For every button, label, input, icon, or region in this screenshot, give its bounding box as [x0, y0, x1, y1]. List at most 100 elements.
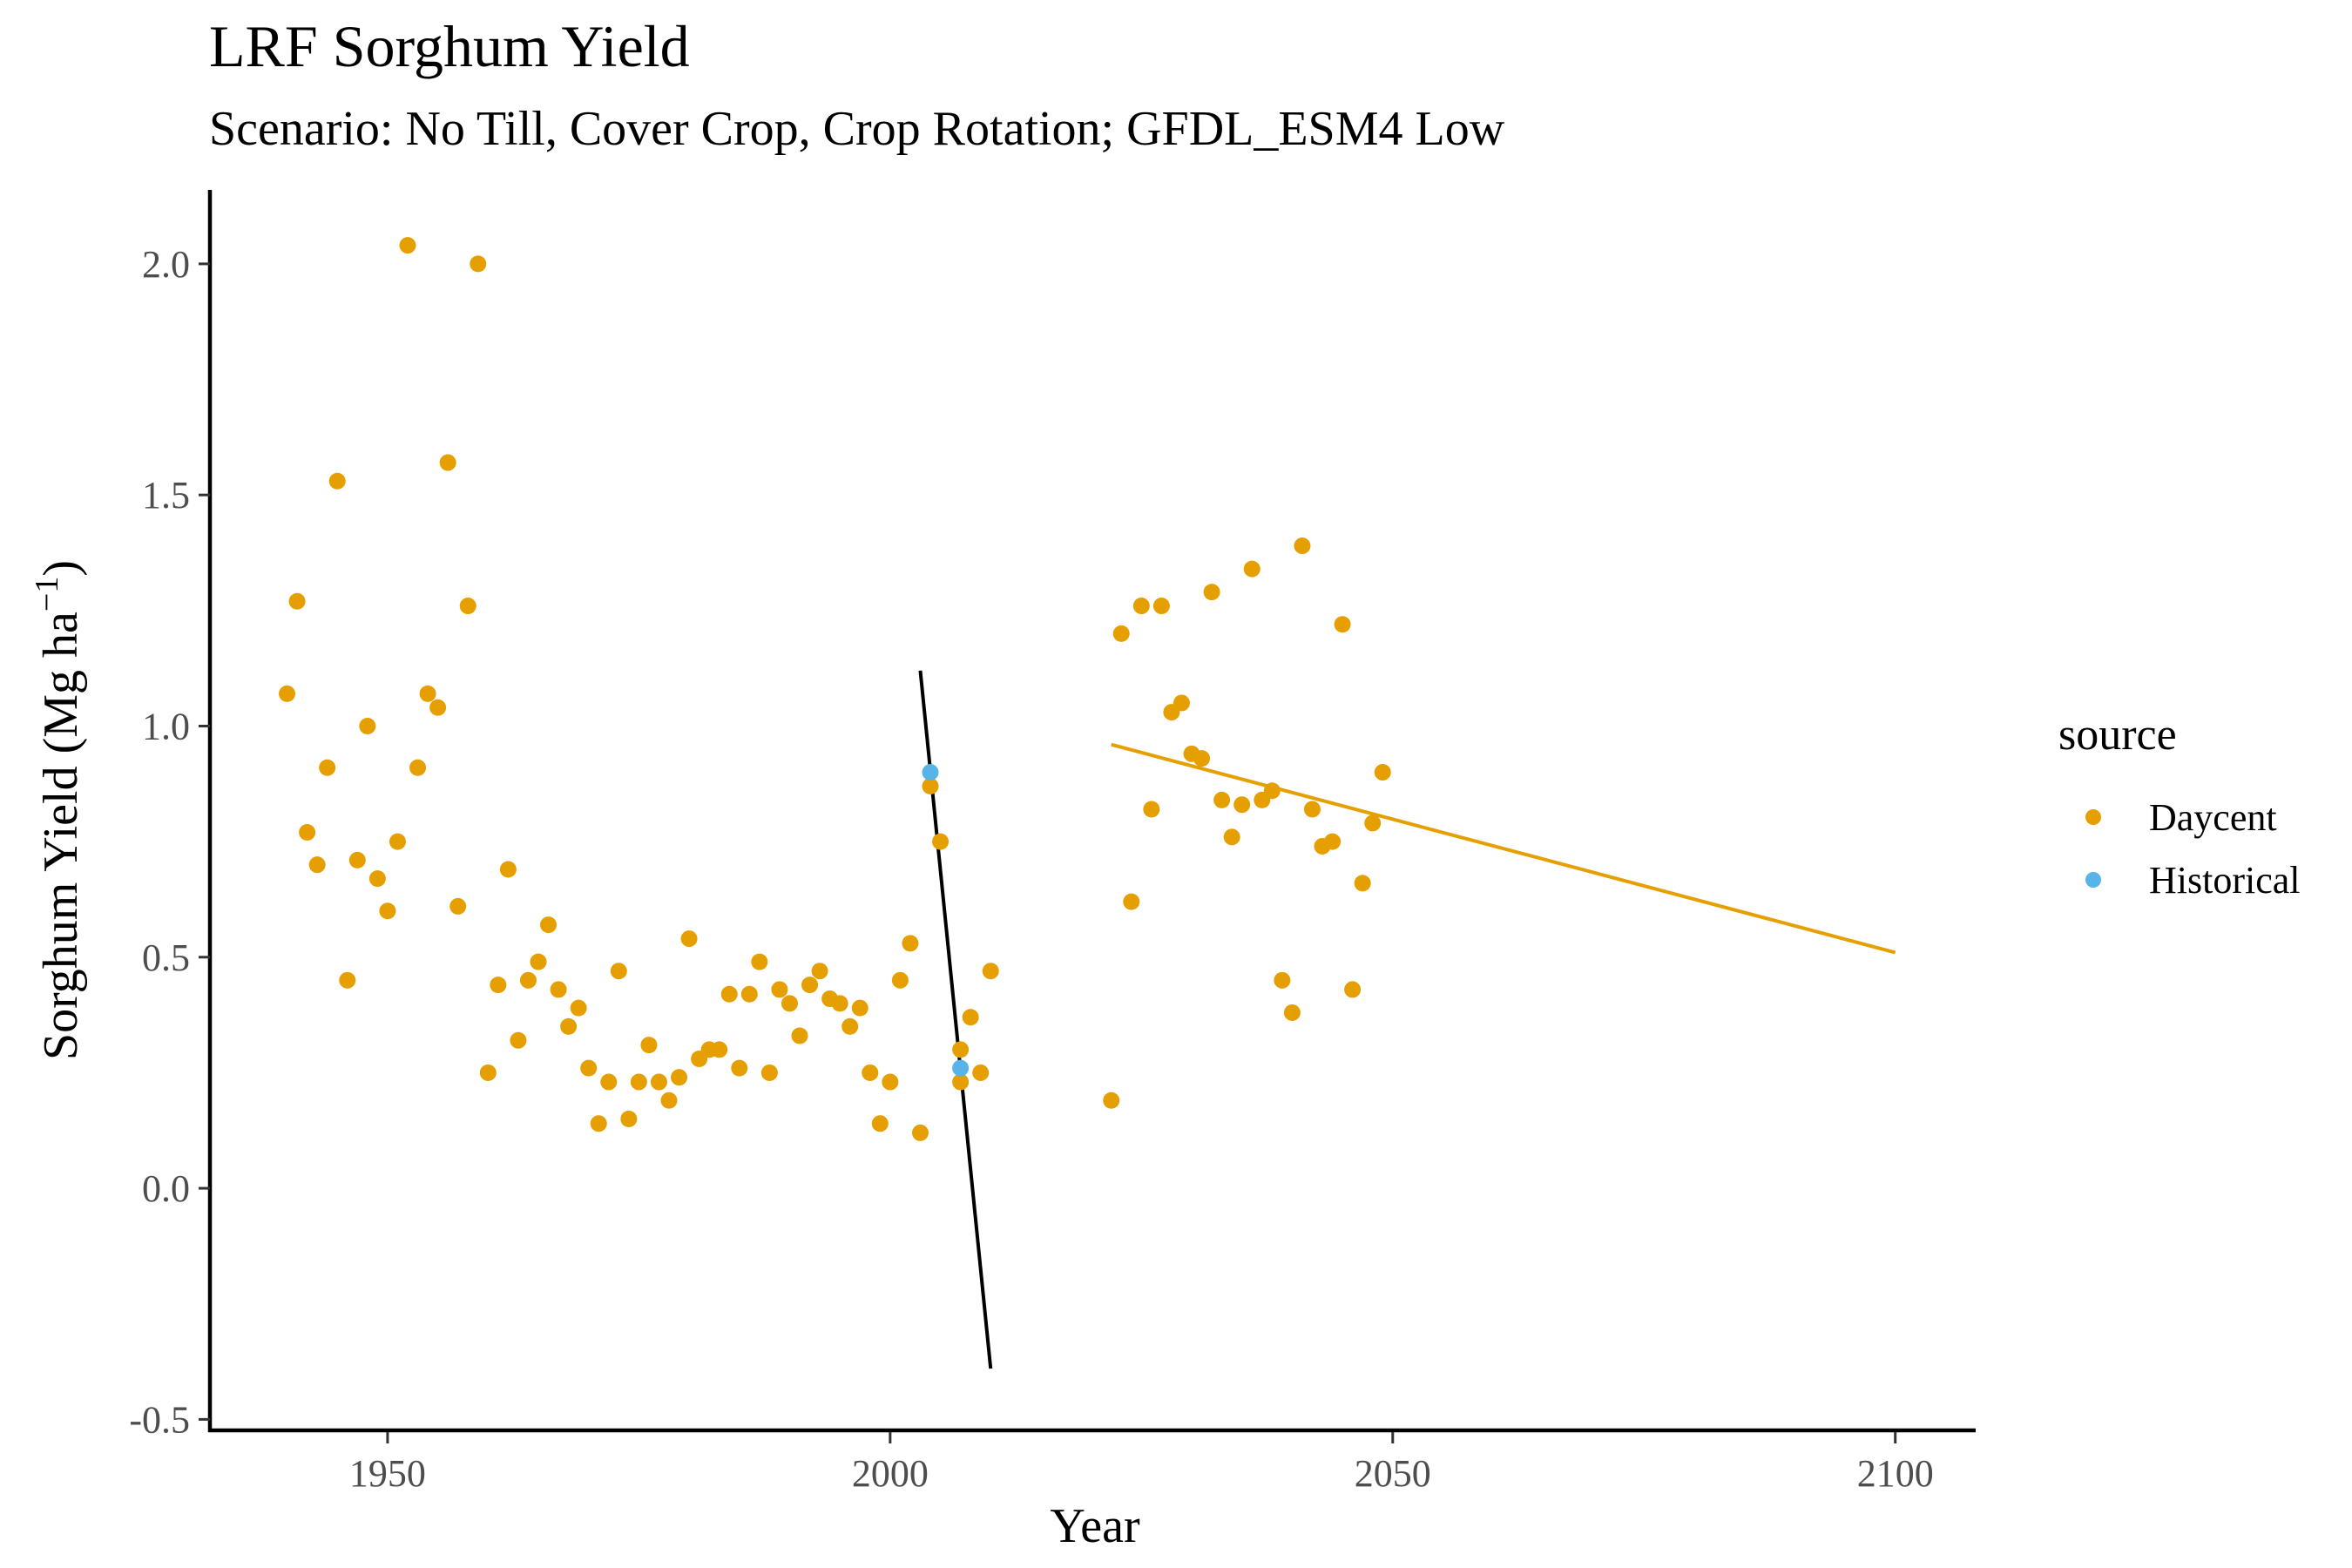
y-tick-label: 0.5: [142, 936, 190, 979]
daycent-point: [319, 759, 336, 776]
y-axis-title: Sorghum Yield (Mg ha−1): [29, 560, 88, 1060]
daycent-point: [1233, 796, 1251, 814]
daycent-point: [1112, 625, 1130, 642]
daycent-point: [409, 759, 427, 776]
legend-label-daycent: Daycent: [2149, 796, 2277, 839]
daycent-point: [1354, 875, 1371, 892]
daycent-point: [560, 1017, 578, 1035]
daycent-point: [1143, 801, 1160, 818]
daycent-point: [740, 985, 758, 1003]
daycent-point: [862, 1064, 879, 1081]
daycent-point: [1324, 833, 1342, 850]
daycent-point: [1294, 537, 1311, 555]
daycent-point: [911, 1124, 929, 1141]
y-tick-label: -0.5: [129, 1398, 190, 1441]
y-ticks: -0.5 0.0 0.5 1.0 1.5 2.0: [129, 243, 210, 1441]
daycent-point: [751, 953, 768, 970]
x-axis-title: Year: [1050, 1499, 1140, 1553]
daycent-point: [811, 963, 828, 980]
daycent-point: [389, 833, 406, 850]
daycent-point: [590, 1115, 607, 1132]
daycent-point: [680, 930, 698, 948]
y-axis-title-suffix: ): [34, 560, 88, 577]
daycent-point: [459, 598, 476, 615]
daycent-point: [831, 995, 848, 1012]
x-ticks: 1950 2000 2050 2100: [349, 1432, 1934, 1495]
daycent-point: [299, 824, 316, 841]
daycent-point: [540, 916, 558, 934]
y-tick-label: 2.0: [142, 243, 190, 286]
daycent-point: [932, 833, 950, 850]
daycent-point: [962, 1009, 979, 1026]
y-axis-title-exponent: −1: [29, 577, 65, 612]
axes: [207, 190, 1976, 1433]
daycent-point: [449, 897, 467, 915]
daycent-point: [972, 1064, 990, 1081]
daycent-point: [851, 999, 868, 1017]
daycent-point: [1274, 971, 1291, 989]
daycent-point: [1173, 694, 1190, 712]
daycent-point: [1263, 782, 1281, 800]
daycent-point: [328, 472, 346, 490]
daycent-point: [519, 971, 537, 989]
daycent-point: [1223, 828, 1240, 846]
daycent-point: [580, 1059, 598, 1077]
daycent-point: [801, 977, 819, 994]
daycent-point: [902, 935, 919, 952]
daycent-point: [379, 902, 396, 920]
daycent-point: [922, 777, 939, 794]
daycent-point: [1374, 764, 1391, 781]
daycent-point: [952, 1073, 970, 1091]
daycent-point: [871, 1115, 889, 1132]
daycent-point: [781, 995, 798, 1012]
trend-lines: [918, 670, 1896, 1369]
daycent-point: [1213, 791, 1231, 808]
daycent-point: [429, 699, 447, 716]
daycent-point: [279, 685, 296, 702]
daycent-point: [308, 856, 326, 874]
legend-key-historical: [2085, 872, 2101, 888]
daycent-point: [882, 1073, 899, 1091]
y-tick-label: 1.5: [142, 474, 190, 517]
daycent-point: [720, 985, 738, 1003]
daycent-point: [1344, 981, 1362, 998]
daycent-point: [952, 1041, 970, 1058]
chart-title: LRF Sorghum Yield: [209, 13, 690, 79]
daycent-point: [1283, 1004, 1301, 1021]
daycent-point: [771, 981, 788, 998]
legend-title: source: [2058, 710, 2177, 760]
daycent-point: [731, 1059, 748, 1077]
daycent-point: [288, 592, 306, 610]
daycent-point: [570, 999, 587, 1017]
daycent-point: [620, 1111, 638, 1127]
legend: source Daycent Historical: [2058, 710, 2301, 902]
daycent-point: [419, 685, 436, 702]
daycent-point: [1103, 1092, 1120, 1109]
daycent-point: [650, 1073, 667, 1091]
daycent-point: [1334, 616, 1351, 633]
daycent-point: [368, 870, 386, 888]
x-tick-label: 1950: [349, 1452, 426, 1495]
daycent-trend-line: [1111, 742, 1896, 955]
y-axis-title-main: Sorghum Yield (Mg ha: [34, 612, 88, 1060]
daycent-point: [1132, 598, 1150, 615]
daycent-point: [490, 977, 507, 994]
x-tick-label: 2000: [852, 1452, 929, 1495]
daycent-point: [510, 1031, 527, 1049]
daycent-point: [499, 861, 517, 878]
daycent-point: [671, 1069, 688, 1086]
historical-point: [952, 1059, 970, 1077]
daycent-point: [348, 851, 366, 868]
historical-point: [922, 764, 939, 781]
legend-key-daycent: [2085, 809, 2101, 825]
daycent-point: [891, 971, 909, 989]
daycent-point: [660, 1092, 678, 1109]
legend-label-historical: Historical: [2149, 859, 2301, 902]
daycent-point: [550, 981, 567, 998]
daycent-point: [630, 1073, 647, 1091]
daycent-point: [479, 1064, 497, 1081]
daycent-point: [1193, 750, 1211, 767]
daycent-point: [470, 255, 487, 273]
daycent-point: [841, 1017, 859, 1035]
